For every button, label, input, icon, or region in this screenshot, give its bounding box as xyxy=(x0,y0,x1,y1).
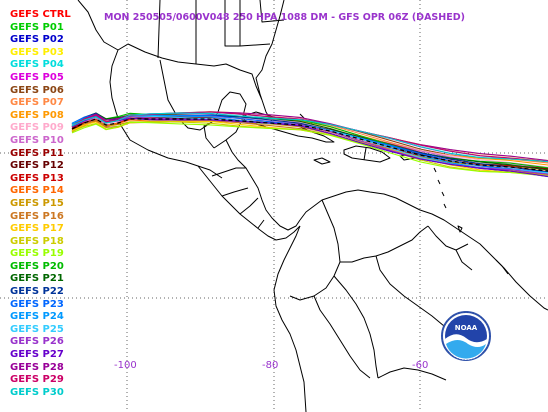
coastlines xyxy=(77,0,548,412)
legend-item: GEFS P15 xyxy=(10,197,64,209)
contour-line xyxy=(71,111,548,163)
legend-item: GEFS P28 xyxy=(10,361,64,373)
chart-title: MON 250505/0600V048 250 HPA 1088 DM - GF… xyxy=(104,12,465,23)
legend-item: GEFS P26 xyxy=(10,336,64,348)
lon-label-100w: -100 xyxy=(114,360,137,371)
legend-item: GEFS P19 xyxy=(10,248,64,260)
contour-line xyxy=(71,111,548,162)
legend-item: GEFS P01 xyxy=(10,21,64,33)
ensemble-legend: GEFS CTRL GEFS P01 GEFS P02 GEFS P03 GEFS P0… xyxy=(10,9,71,399)
legend-item: GEFS P20 xyxy=(10,260,64,272)
contour-line xyxy=(71,121,548,177)
contour-line-operational xyxy=(71,118,548,172)
ensemble-contours xyxy=(71,111,548,178)
lon-label-80w: -80 xyxy=(262,360,279,371)
legend-item: GEFS P10 xyxy=(10,134,64,146)
legend-item: GEFS P04 xyxy=(10,59,64,71)
legend-item: GEFS P23 xyxy=(10,298,64,310)
legend-item: GEFS P14 xyxy=(10,185,64,197)
legend-item: GEFS P27 xyxy=(10,349,64,361)
legend-item: GEFS P07 xyxy=(10,97,64,109)
lon-label-60w: -60 xyxy=(412,360,429,371)
legend-item: GEFS P12 xyxy=(10,160,64,172)
legend-item: GEFS P18 xyxy=(10,235,64,247)
legend-item: GEFS P13 xyxy=(10,172,64,184)
legend-item: GEFS P16 xyxy=(10,210,64,222)
legend-item: GEFS P22 xyxy=(10,286,64,298)
legend-item: GEFS P03 xyxy=(10,46,64,58)
legend-item: GEFS P30 xyxy=(10,386,64,398)
legend-item: GEFS P25 xyxy=(10,323,64,335)
legend-item: GEFS P09 xyxy=(10,122,64,134)
legend-item: GEFS P21 xyxy=(10,273,64,285)
noaa-logo: NOAA xyxy=(441,311,491,361)
legend-item: GEFS P05 xyxy=(10,71,64,83)
legend-item: GEFS P11 xyxy=(10,147,64,159)
legend-item: GEFS P29 xyxy=(10,374,64,386)
legend-item: GEFS P24 xyxy=(10,311,64,323)
legend-item: GEFS P02 xyxy=(10,34,64,46)
contour-line xyxy=(71,112,548,163)
noaa-logo-text: NOAA xyxy=(455,324,478,332)
legend-item: GEFS P06 xyxy=(10,84,64,96)
legend-item: GEFS P17 xyxy=(10,223,64,235)
legend-item: GEFS P08 xyxy=(10,109,64,121)
legend-item: GEFS CTRL xyxy=(10,9,71,20)
